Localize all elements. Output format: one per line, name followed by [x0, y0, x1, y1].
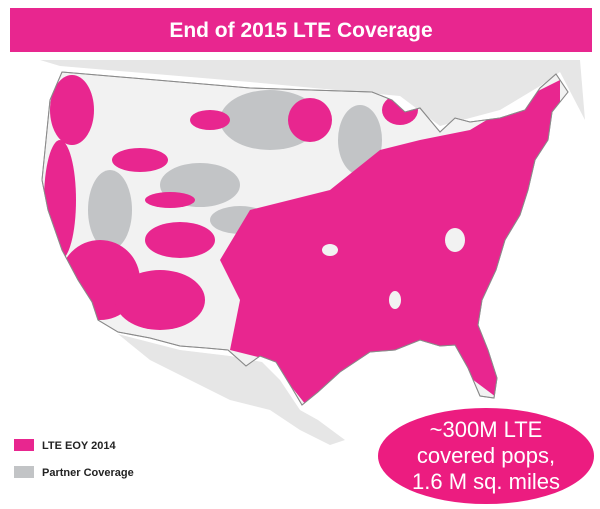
title-banner	[10, 8, 592, 52]
callout: ~300M LTE covered pops, 1.6 M sq. miles	[378, 408, 594, 504]
lte-coverage-areas	[44, 75, 560, 405]
callout-line: covered pops,	[417, 443, 555, 468]
legend: LTE EOY 2014 Partner Coverage	[14, 439, 134, 479]
callout-line: ~300M LTE	[430, 417, 543, 442]
legend-label: LTE EOY 2014	[42, 440, 116, 452]
map-title: End of 2015 LTE Coverage	[169, 19, 432, 42]
legend-swatch	[14, 466, 34, 478]
callout-line: 1.6 M sq. miles	[412, 469, 560, 494]
legend-swatch	[14, 439, 34, 451]
callout-bubble	[378, 408, 594, 504]
legend-label: Partner Coverage	[42, 467, 134, 479]
surrounding-land	[40, 60, 585, 445]
uncovered-gaps	[322, 228, 465, 309]
coverage	[44, 75, 560, 405]
